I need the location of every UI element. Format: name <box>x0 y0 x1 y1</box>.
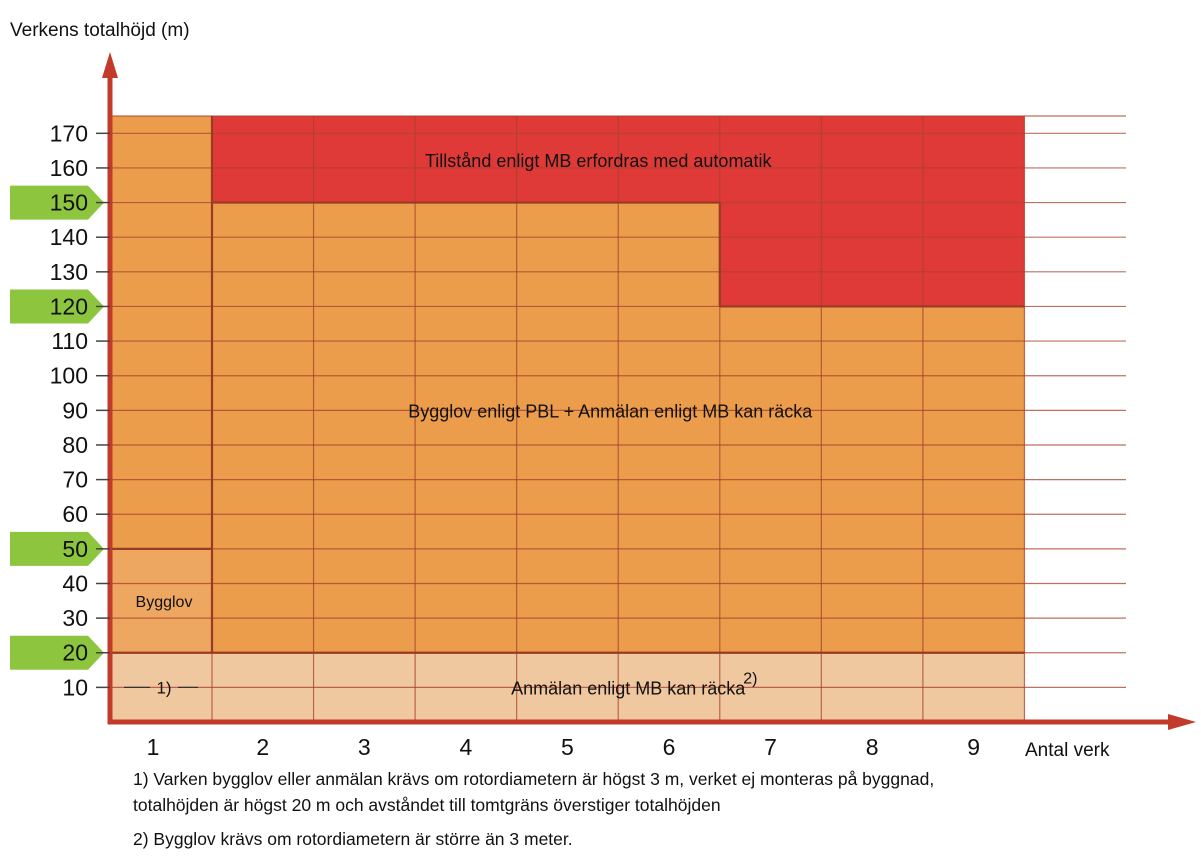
x-tick-labels: 1 2 3 4 5 6 7 8 9 <box>147 734 980 760</box>
grid-layer <box>110 115 1126 722</box>
x-tick-label: 6 <box>663 734 676 760</box>
x-tick-label: 1 <box>147 734 160 760</box>
y-tick-label: 170 <box>50 120 88 146</box>
y-tick-label: 70 <box>62 467 88 493</box>
x-tick-label: 8 <box>866 734 879 760</box>
zone-bygglov-pbl <box>212 202 720 653</box>
y-tick-label: 60 <box>62 501 88 527</box>
highlight-tab-120 <box>10 289 104 324</box>
y-tick-label: 90 <box>62 397 88 423</box>
x-tick-label: 4 <box>459 734 472 760</box>
y-tick-label: 80 <box>62 432 88 458</box>
zone-tillstand-right <box>719 202 1025 307</box>
y-tick-labels: 10 20 30 40 50 60 70 80 90 100 110 120 130 140 150 160 1… <box>50 120 88 700</box>
zone-label-anmalan: Anmälan enligt MB kan räcka <box>511 678 746 698</box>
y-tick-label: 20 <box>62 640 88 666</box>
x-tick-label: 9 <box>967 734 980 760</box>
x-tick-label: 3 <box>358 734 371 760</box>
highlight-tab-50 <box>10 531 104 566</box>
y-tick-label: 100 <box>50 363 88 389</box>
y-tick-label: 50 <box>62 536 88 562</box>
y-axis-label: Verkens totalhöjd (m) <box>10 20 190 41</box>
y-tick-label: 30 <box>62 605 88 631</box>
highlight-tab-20 <box>10 635 104 670</box>
x-tick-label: 2 <box>256 734 269 760</box>
zone-bygglov <box>110 548 212 653</box>
x-axis-arrow <box>1168 714 1196 730</box>
x-tick-label: 5 <box>561 734 574 760</box>
zone-labels: Tillstånd enligt MB erfordras med automa… <box>124 151 813 698</box>
footnote-1-line-1: 1) Varken bygglov eller anmälan krävs om… <box>133 769 935 789</box>
footnote-1-line-2: totalhöjden är högst 20 m och avståndet … <box>133 795 721 815</box>
x-axis-label: Antal verk <box>1025 740 1110 761</box>
highlight-tab-150 <box>10 185 104 220</box>
y-tick-label: 140 <box>50 224 88 250</box>
y-tick-label: 40 <box>62 570 88 596</box>
y-tick-label: 150 <box>50 190 88 216</box>
y-tick-label: 160 <box>50 155 88 181</box>
zone-chart: Verkens totalhöjd (m) 10 20 30 40 50 60 70 80 90… <box>10 20 1196 761</box>
zone-label-anmalan-superscript: 2) <box>743 670 757 687</box>
x-tick-label: 7 <box>764 734 777 760</box>
y-tick-label: 130 <box>50 259 88 285</box>
zone-label-bygglov: Bygglov <box>136 594 193 611</box>
y-tick-label: 10 <box>62 674 88 700</box>
y-tick-label: 120 <box>50 293 88 319</box>
highlight-tabs <box>10 185 104 670</box>
y-tick-label: 110 <box>51 328 88 354</box>
zone-dividers <box>110 116 1025 654</box>
zone-bygglov-high <box>110 116 212 549</box>
zone-label-tillstand: Tillstånd enligt MB erfordras med automa… <box>425 151 772 171</box>
footnote-2: 2) Bygglov krävs om rotordiametern är st… <box>133 829 573 849</box>
zone-label-sub20: 1) <box>156 678 171 697</box>
axes <box>96 52 1196 730</box>
y-axis-arrow <box>102 52 118 78</box>
zone-label-bygglov-pbl: Bygglov enligt PBL + Anmälan enligt MB k… <box>408 401 813 421</box>
